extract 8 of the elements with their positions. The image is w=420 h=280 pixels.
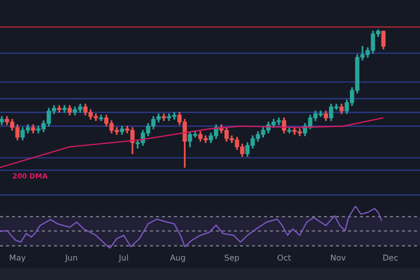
x-tick-label: Oct — [277, 253, 291, 262]
x-tick-label: Jul — [118, 253, 129, 262]
x-tick-label: Sep — [224, 253, 240, 262]
x-tick-label: Nov — [330, 253, 346, 262]
x-tick-label: Dec — [382, 253, 398, 262]
x-tick-label: Aug — [170, 253, 186, 262]
x-tick-label: Jun — [64, 253, 78, 262]
x-tick-label: May — [9, 253, 26, 262]
